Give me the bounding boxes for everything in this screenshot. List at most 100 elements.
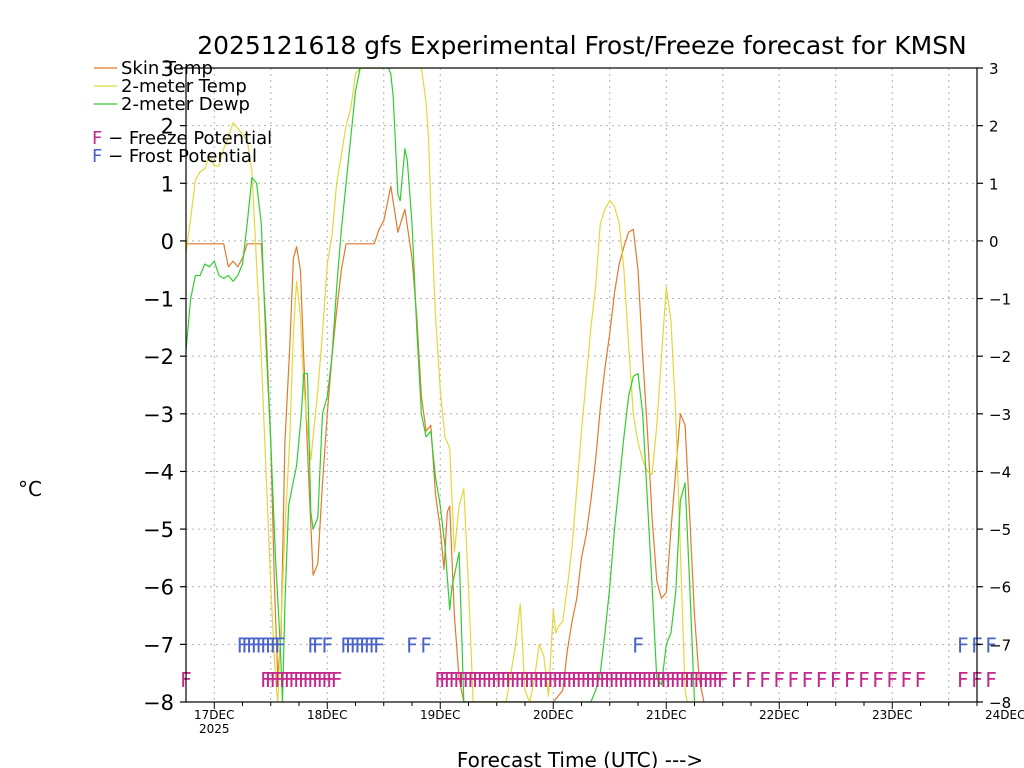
y-tick-label-right: −3	[989, 406, 1011, 424]
frost-potential-mark: F	[265, 633, 277, 657]
freeze-potential-mark: F	[317, 668, 329, 692]
freeze-potential-mark: F	[515, 668, 527, 692]
freeze-potential-mark: F	[858, 668, 870, 692]
freeze-potential-mark: F	[524, 668, 536, 692]
frost-potential-mark: F	[270, 633, 282, 657]
frost-potential-mark: F	[321, 633, 333, 657]
y-tick-label-right: −1	[989, 291, 1011, 309]
freeze-potential-mark: F	[901, 668, 913, 692]
y-tick-label-left: −6	[143, 576, 174, 600]
freeze-potential-mark: F	[585, 668, 597, 692]
freeze-potential-mark: F	[312, 668, 324, 692]
freeze-potential-mark: F	[449, 668, 461, 692]
legend-label: 2-meter Dewp	[121, 94, 250, 115]
freeze-potential-mark: F	[533, 668, 545, 692]
freeze-potential-mark: F	[538, 668, 550, 692]
freeze-potential-mark: F	[623, 668, 635, 692]
freeze-potential-mark: F	[693, 668, 705, 692]
freeze-potential-mark: F	[708, 668, 720, 692]
chart-title: 2025121618 gfs Experimental Frost/Freeze…	[197, 31, 967, 60]
x-tick-label: 18DEC	[307, 708, 347, 722]
x-tick-label: 24DEC	[985, 708, 1024, 722]
freeze-potential-mark: F	[321, 668, 333, 692]
freeze-potential-mark: F	[260, 668, 272, 692]
frost-potential-mark: F	[241, 633, 253, 657]
freeze-potential-mark: F	[293, 668, 305, 692]
frost-potential-mark: F	[364, 633, 376, 657]
frost-potential-mark: F	[307, 633, 319, 657]
freeze-potential-mark: F	[604, 668, 616, 692]
freeze-potential-mark: F	[712, 668, 724, 692]
gridlines	[186, 68, 977, 702]
y-tick-label-left: 3	[161, 57, 174, 81]
freeze-potential-mark: F	[628, 668, 640, 692]
freeze-potential-mark: F	[265, 668, 277, 692]
y-axis-ticks: 3 3 2 2 1 1 0 0 −1 −1 −2 −2 −3 −3 −4 −4 −5 −5 −6 −6 −7 −7 −8 −8	[143, 57, 1011, 715]
x-axis-label: Forecast Time (UTC) --->	[457, 748, 703, 768]
freeze-potential-mark: F	[773, 668, 785, 692]
frost-potential-mark: F	[632, 633, 644, 657]
freeze-potential-mark: F	[660, 668, 672, 692]
freeze-potential-mark: F	[637, 668, 649, 692]
freeze-potential-mark: F	[802, 668, 814, 692]
freeze-potential-mark: F	[279, 668, 291, 692]
freeze-potential-mark: F	[477, 668, 489, 692]
freeze-potential-mark: F	[552, 668, 564, 692]
y-tick-label-left: −4	[143, 460, 174, 484]
y-tick-label-left: 0	[161, 230, 174, 254]
frost-potential-mark: F	[369, 633, 381, 657]
frost-potential-mark: F	[957, 633, 969, 657]
frost-potential-mark: F	[345, 633, 357, 657]
freeze-potential-mark: F	[463, 668, 475, 692]
freeze-potential-mark: F	[886, 668, 898, 692]
freeze-potential-mark: F	[326, 668, 338, 692]
freeze-potential-mark: F	[816, 668, 828, 692]
legend-label: 2-meter Temp	[121, 76, 247, 97]
freeze-potential-mark: F	[284, 668, 296, 692]
y-tick-label-right: 1	[989, 175, 999, 193]
freeze-potential-mark: F	[689, 668, 701, 692]
freeze-potential-mark: F	[547, 668, 559, 692]
freeze-potential-mark: F	[679, 668, 691, 692]
freeze-potential-mark: F	[731, 668, 743, 692]
freeze-potential-mark: F	[576, 668, 588, 692]
frost-potential-mark: F	[373, 633, 385, 657]
series-line-2-meter-dewp	[186, 68, 696, 702]
y-tick-label-right: 0	[989, 233, 999, 251]
x-tick-label: 17DEC	[194, 708, 234, 722]
freeze-potential-mark: F	[491, 668, 503, 692]
freeze-potential-mark: F	[496, 668, 508, 692]
freeze-potential-mark: F	[566, 668, 578, 692]
frost-potential-mark: F	[340, 633, 352, 657]
y-tick-label-left: −2	[143, 345, 174, 369]
y-tick-label-left: 2	[161, 115, 174, 139]
freeze-potential-mark: F	[957, 668, 969, 692]
freeze-potential-mark: F	[595, 668, 607, 692]
frost-potential-mark: F	[256, 633, 268, 657]
freeze-potential-mark: F	[670, 668, 682, 692]
y-axis-label: °C	[18, 477, 42, 501]
freeze-potential-mark: F	[434, 668, 446, 692]
freeze-potential-mark: F	[472, 668, 484, 692]
frost-potential-mark: F	[274, 633, 286, 657]
x-tick-label: 20DEC	[533, 708, 573, 722]
frost-potential-mark: F	[359, 633, 371, 657]
x-tick-sublabel: 2025	[199, 722, 230, 736]
frost-potential-mark: F	[406, 633, 418, 657]
freeze-potential-mark: F	[632, 668, 644, 692]
x-tick-label: 21DEC	[646, 708, 686, 722]
freeze-potential-mark: F	[985, 668, 997, 692]
freeze-potential-mark: F	[453, 668, 465, 692]
frost-potential-mark: F	[251, 633, 263, 657]
x-tick-label: 19DEC	[420, 708, 460, 722]
series-line-skin-temp	[186, 185, 705, 702]
freeze-potential-mark: F	[505, 668, 517, 692]
y-tick-label-right: 3	[989, 60, 999, 78]
frost-potential-mark: F	[985, 633, 997, 657]
freeze-potential-mark: F	[289, 668, 301, 692]
freeze-potential-mark: F	[458, 668, 470, 692]
freeze-potential-mark: F	[331, 668, 343, 692]
